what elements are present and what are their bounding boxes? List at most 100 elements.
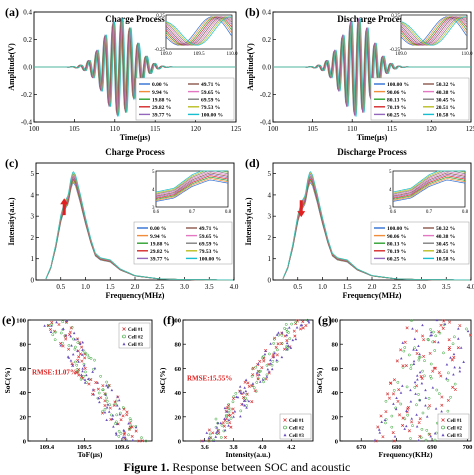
- point-cell-3: [72, 331, 76, 335]
- panel-label: (c): [5, 156, 18, 170]
- x-tick-label: 115: [150, 125, 161, 133]
- point-cell-3: [77, 360, 80, 363]
- panel-b: (b) Discharge Process 100 105 110 115 120 125 -0…: [245, 5, 474, 142]
- point-cell-3: [239, 414, 242, 418]
- x-axis-label: Time(μs): [357, 133, 388, 142]
- point-cell-1: [223, 435, 227, 439]
- inset-series-line: [400, 16, 467, 46]
- point-cell-2: [99, 374, 102, 378]
- arrow-head: [60, 198, 69, 205]
- point-cell-1: [379, 414, 383, 418]
- legend-marker: [283, 433, 287, 437]
- point-cell-2: [270, 363, 274, 367]
- inset: 109.0 110.0 0.25 -0.25: [390, 14, 473, 57]
- point-cell-2: [451, 342, 455, 346]
- point-cell-1: [119, 418, 123, 422]
- y-tick-label: 0.4: [262, 9, 271, 17]
- point-cell-2: [73, 347, 77, 351]
- legend-entry: Cell #2: [289, 427, 304, 432]
- point-cell-2: [288, 337, 292, 340]
- legend-entry: 10.58 %: [436, 257, 455, 263]
- point-cell-3: [117, 398, 121, 402]
- point-cell-3: [232, 415, 235, 418]
- inset-series-line: [392, 172, 466, 197]
- inset-y-tick-label: -0.25: [390, 48, 401, 53]
- inset-y-tick-label: 0.25: [156, 14, 165, 19]
- legend-entry: 70.19 %: [387, 249, 406, 255]
- y-tick-label: 0.0: [262, 64, 271, 72]
- point-cell-3: [227, 424, 230, 427]
- point-cell-1: [64, 337, 68, 341]
- point-cell-3: [258, 373, 261, 376]
- point-cell-3: [251, 382, 255, 385]
- point-cell-3: [258, 380, 262, 383]
- inset-series-line: [165, 16, 232, 46]
- point-cell-3: [235, 395, 238, 398]
- point-cell-1: [428, 404, 432, 408]
- point-cell-3: [64, 333, 68, 337]
- point-cell-3: [49, 330, 53, 333]
- point-cell-2: [417, 358, 421, 362]
- point-cell-3: [285, 347, 289, 351]
- point-cell-2: [257, 370, 261, 373]
- y-tick-label: 1: [31, 255, 35, 263]
- point-cell-2: [272, 337, 276, 341]
- point-cell-3: [445, 363, 449, 366]
- point-cell-2: [449, 395, 452, 399]
- y-tick-label: 1: [268, 255, 272, 263]
- x-axis-label: ToF(μs): [78, 450, 103, 459]
- point-cell-3: [239, 391, 243, 394]
- point-cell-3: [76, 349, 79, 352]
- chart-title: Discharge Process: [337, 14, 407, 24]
- point-cell-2: [115, 420, 118, 424]
- point-cell-3: [80, 353, 84, 356]
- y-tick-label: 3: [268, 213, 272, 221]
- y-tick-label: 100: [16, 318, 26, 325]
- point-cell-2: [261, 356, 264, 360]
- legend-marker: [441, 418, 445, 422]
- arrow-head: [297, 211, 306, 218]
- point-cell-2: [59, 331, 63, 335]
- x-tick-label: 4.0: [467, 283, 474, 291]
- point-cell-3: [412, 362, 416, 365]
- point-cell-2: [406, 413, 409, 417]
- point-cell-3: [116, 395, 119, 398]
- point-cell-1: [128, 425, 132, 429]
- point-cell-2: [239, 409, 243, 413]
- point-cell-2: [61, 320, 65, 324]
- point-cell-3: [415, 374, 419, 377]
- point-cell-1: [57, 322, 61, 326]
- legend-entry: 100.00 %: [201, 113, 223, 119]
- point-cell-3: [421, 323, 424, 327]
- x-axis-label: Frequency(MHz): [106, 291, 165, 300]
- point-cell-1: [387, 396, 391, 400]
- point-cell-3: [66, 355, 70, 358]
- point-cell-1: [406, 407, 410, 411]
- y-tick-label: 20: [332, 414, 339, 421]
- x-tick-label: 100: [268, 125, 279, 133]
- y-tick-label: 0.0: [23, 64, 32, 72]
- point-cell-3: [403, 427, 407, 430]
- point-cell-1: [391, 392, 395, 396]
- point-cell-3: [415, 413, 418, 416]
- point-cell-2: [144, 439, 148, 443]
- point-cell-1: [87, 382, 91, 386]
- x-tick-label: 125: [231, 125, 242, 133]
- point-cell-2: [405, 385, 409, 389]
- y-tick-label: 60: [175, 366, 182, 373]
- panel-label: (b): [245, 5, 260, 19]
- inset-y-tick-label: 0.25: [391, 14, 400, 19]
- point-cell-1: [228, 421, 232, 425]
- point-cell-1: [264, 377, 268, 381]
- point-cell-2: [427, 432, 431, 436]
- point-cell-1: [468, 333, 472, 337]
- y-tick-label: 0: [31, 277, 35, 285]
- point-cell-3: [380, 420, 384, 423]
- point-cell-3: [267, 370, 271, 373]
- point-cell-1: [404, 364, 408, 368]
- point-cell-1: [225, 406, 229, 410]
- point-cell-2: [117, 429, 121, 433]
- point-cell-1: [255, 373, 259, 377]
- point-cell-2: [229, 417, 233, 420]
- point-cell-1: [103, 399, 107, 403]
